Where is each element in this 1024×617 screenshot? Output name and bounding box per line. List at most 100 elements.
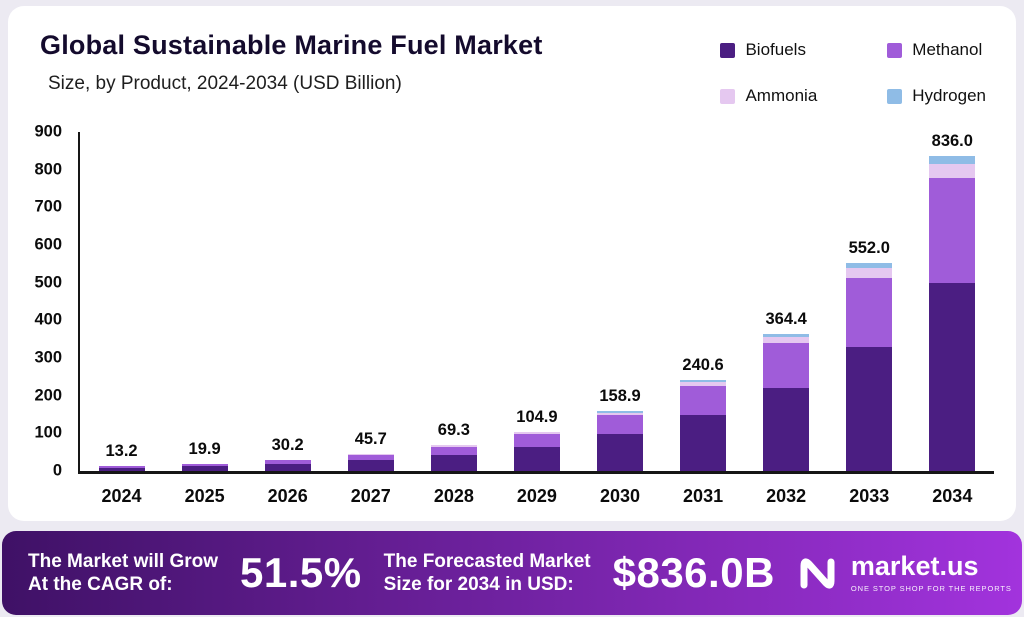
bar-segment-methanol-2031: [680, 386, 727, 416]
bar-segment-methanol-2033: [846, 277, 893, 347]
bar-segment-biofuels-2024: [98, 468, 145, 471]
x-tick-2034: 2034: [932, 486, 973, 506]
plot-area: 13.2 19.9 30.2 45.7 69.3 104.9 158.9 240.6 364.4…: [78, 132, 994, 474]
bar-group-2027: 45.7: [347, 429, 394, 471]
bar-total-label-2033: 552.0: [848, 239, 890, 258]
y-tick-700: 700: [34, 197, 62, 216]
x-tick-2029: 2029: [516, 486, 557, 506]
legend-label: Methanol: [912, 40, 983, 59]
bar-group-2032: 364.4: [763, 310, 810, 471]
x-tick-2027: 2027: [350, 486, 391, 506]
chart-subtitle: Size, by Product, 2024-2034 (USD Billion…: [48, 73, 402, 94]
bar-segment-methanol-2029: [513, 434, 560, 447]
chart-titles: Global Sustainable Marine Fuel Market Si…: [40, 30, 543, 106]
x-tick-2026: 2026: [267, 486, 308, 506]
bar-segment-methanol-2025: [181, 464, 228, 467]
bar-segment-ammonia-2033: [846, 268, 893, 278]
brand-logo: market.us ONE STOP SHOP FOR THE REPORTS: [797, 553, 1016, 593]
bar-group-2030: 158.9: [597, 387, 643, 471]
chart-card: Global Sustainable Marine Fuel Market Si…: [8, 6, 1016, 521]
y-tick-800: 800: [34, 160, 62, 179]
bar-total-label-2031: 240.6: [682, 356, 724, 375]
brand-text: market.us ONE STOP SHOP FOR THE REPORTS: [850, 551, 1012, 594]
brand-name: market.us: [850, 551, 979, 581]
x-tick-2033: 2033: [849, 486, 890, 506]
bar-segment-hydrogen-2033: [846, 263, 893, 268]
bar-segment-methanol-2030: [597, 415, 643, 435]
y-tick-300: 300: [34, 348, 62, 367]
bar-segment-hydrogen-2030: [597, 411, 643, 413]
brand-tagline: ONE STOP SHOP FOR THE REPORTS: [850, 584, 1012, 593]
cagr-value: 51.5%: [240, 549, 362, 596]
bar-segment-biofuels-2030: [597, 434, 643, 471]
bar-segment-methanol-2034: [929, 177, 976, 284]
x-tick-2030: 2030: [599, 486, 641, 506]
bar-segment-biofuels-2026: [264, 464, 311, 471]
bar-group-2029: 104.9: [513, 408, 560, 471]
y-tick-500: 500: [34, 273, 62, 292]
bar-segment-biofuels-2029: [513, 446, 560, 471]
plot-wrap: 13.2 19.9 30.2 45.7 69.3 104.9 158.9 240.6 364.4…: [78, 132, 994, 507]
bar-segment-biofuels-2028: [430, 454, 477, 471]
chart-body: 900 800 700 600 500 400 300 200 100 0 13.2 19.9 30.…: [8, 106, 1016, 507]
bar-group-2025: 19.9: [181, 439, 228, 471]
forecast-label-line1: The Forecasted Market: [383, 550, 591, 572]
bar-segment-hydrogen-2029: [513, 431, 560, 433]
bar-total-label-2026: 30.2: [271, 435, 304, 454]
bar-segment-methanol-2027: [347, 454, 394, 461]
bar-group-2026: 30.2: [264, 435, 311, 471]
y-tick-100: 100: [34, 423, 62, 442]
bar-segment-hydrogen-2034: [929, 156, 976, 164]
y-tick-600: 600: [34, 235, 62, 254]
bar-segment-ammonia-2027: [347, 454, 394, 455]
bar-segment-ammonia-2030: [597, 412, 643, 416]
x-axis-labels: 2024 2025 2026 2027 2028 2029 2030 2031 2032 2033…: [78, 486, 994, 507]
bar-segment-methanol-2026: [264, 460, 311, 465]
legend-swatch-ammonia: [720, 88, 736, 104]
bar-total-label-2027: 45.7: [354, 429, 387, 448]
bar-segment-biofuels-2027: [347, 460, 394, 471]
footer-banner: The Market will Grow At the CAGR of: 51.…: [2, 531, 1022, 615]
bar-segment-methanol-2032: [763, 343, 810, 389]
bar-total-label-2030: 158.9: [599, 387, 641, 406]
bar-group-2033: 552.0: [846, 239, 893, 471]
bar-segment-methanol-2024: [98, 466, 145, 468]
legend-label: Ammonia: [745, 86, 818, 105]
bar-segment-biofuels-2034: [929, 283, 976, 471]
cagr-label: The Market will Grow At the CAGR of:: [28, 550, 218, 596]
legend-item-biofuels: Biofuels: [720, 40, 817, 60]
y-tick-900: 900: [34, 122, 62, 141]
bar-segment-ammonia-2034: [929, 163, 976, 178]
bar-group-2031: 240.6: [680, 356, 727, 471]
bar-segment-biofuels-2025: [181, 466, 228, 471]
legend-swatch-hydrogen: [887, 88, 903, 104]
chart-header: Global Sustainable Marine Fuel Market Si…: [8, 6, 1016, 106]
y-tick-0: 0: [52, 461, 62, 480]
bar-group-2034: 836.0: [929, 132, 976, 471]
x-tick-2032: 2032: [766, 486, 807, 506]
bar-segment-ammonia-2029: [513, 432, 560, 435]
legend: Biofuels Methanol Ammonia Hydrogen: [720, 40, 986, 106]
forecast-label-line2: Size for 2034 in USD:: [383, 574, 574, 595]
x-tick-2028: 2028: [433, 486, 474, 506]
bar-group-2024: 13.2: [98, 442, 145, 471]
bar-segment-biofuels-2033: [846, 346, 893, 471]
x-tick-2031: 2031: [683, 486, 724, 506]
bar-total-label-2024: 13.2: [105, 442, 138, 461]
bar-total-label-2028: 69.3: [437, 420, 470, 439]
y-axis-labels: 900 800 700 600 500 400 300 200 100 0: [22, 123, 70, 480]
marketus-logo-icon: [800, 558, 835, 589]
chart-title: Global Sustainable Marine Fuel Market: [40, 30, 543, 60]
legend-item-ammonia: Ammonia: [720, 86, 817, 106]
forecast-label: The Forecasted Market Size for 2034 in U…: [384, 550, 591, 596]
cagr-label-line2: At the CAGR of:: [28, 574, 173, 595]
legend-item-hydrogen: Hydrogen: [887, 86, 986, 106]
bar-segment-ammonia-2028: [430, 445, 477, 447]
bar-total-label-2034: 836.0: [931, 132, 973, 151]
bar-total-label-2025: 19.9: [188, 439, 221, 458]
bar-segment-methanol-2028: [430, 446, 477, 455]
legend-item-methanol: Methanol: [887, 40, 986, 60]
forecast-value: $836.0B: [612, 549, 775, 596]
bar-segment-ammonia-2032: [763, 337, 810, 344]
